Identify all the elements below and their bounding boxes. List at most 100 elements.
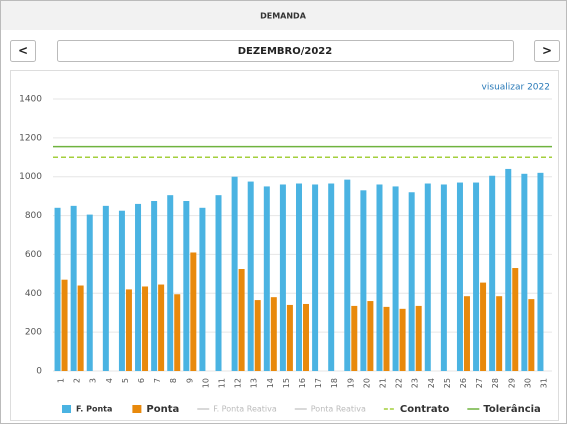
bar (125, 289, 132, 371)
y-tick-label: 600 (25, 250, 42, 260)
bar (102, 205, 109, 371)
bar (70, 205, 77, 371)
bar (215, 195, 222, 371)
x-tick-label: 4 (105, 378, 114, 383)
x-tick-label: 16 (298, 378, 307, 388)
bar (392, 186, 399, 371)
x-tick-label: 26 (459, 378, 468, 388)
bar (135, 203, 142, 371)
x-tick-label: 6 (137, 378, 146, 383)
bar (456, 182, 463, 371)
bar (367, 301, 374, 371)
x-tick-label: 30 (523, 378, 532, 388)
x-tick-label: 22 (395, 378, 404, 388)
year-link[interactable]: visualizar 2022 (482, 83, 550, 93)
y-tick-label: 800 (25, 211, 42, 221)
bar (521, 173, 528, 371)
y-tick-label: 1400 (19, 95, 42, 105)
x-tick-label: 29 (507, 378, 516, 388)
bar (528, 299, 535, 371)
bar (496, 296, 503, 371)
x-tick-label: 2 (73, 378, 82, 383)
bar (174, 294, 181, 371)
legend-label: Ponta Reativa (311, 405, 366, 414)
bar (286, 304, 293, 371)
x-tick-label: 9 (185, 378, 194, 383)
bar (158, 284, 165, 371)
bar (408, 192, 415, 371)
bar (231, 176, 238, 371)
bar (328, 183, 335, 371)
bar (360, 190, 367, 371)
next-icon[interactable]: > (542, 44, 552, 58)
bar (190, 252, 197, 371)
next-button[interactable] (534, 40, 560, 62)
legend-swatch (62, 405, 71, 413)
x-tick-label: 21 (378, 378, 387, 388)
bar (440, 184, 447, 371)
legend-swatch (132, 405, 142, 413)
bar (77, 285, 84, 371)
x-tick-label: 20 (362, 378, 371, 388)
x-tick-label: 19 (346, 378, 355, 388)
x-tick-label: 27 (475, 378, 484, 388)
header-bar (1, 1, 566, 30)
bar (296, 183, 302, 371)
bar (415, 305, 422, 371)
x-tick-label: 13 (250, 378, 259, 388)
legend-label: F. Ponta Reativa (213, 405, 277, 414)
period-label: DEZEMBRO/2022 (238, 46, 333, 57)
bar (183, 201, 190, 371)
legend-label: Ponta (146, 404, 179, 415)
bar (383, 306, 390, 371)
bar (279, 184, 286, 371)
x-tick-label: 8 (169, 378, 178, 383)
x-tick-label: 5 (121, 378, 130, 383)
bar (61, 279, 68, 371)
prev-button[interactable] (10, 40, 36, 62)
bar (54, 207, 61, 371)
bar (263, 186, 270, 371)
x-tick-label: 31 (539, 378, 548, 388)
x-tick-label: 12 (234, 378, 243, 388)
bar (86, 214, 93, 371)
y-tick-label: 200 (25, 328, 42, 338)
bar (270, 297, 277, 371)
x-tick-label: 11 (218, 378, 227, 388)
x-tick-label: 15 (282, 378, 291, 388)
bar (254, 300, 261, 371)
period-box (57, 40, 514, 62)
x-tick-label: 24 (427, 378, 436, 388)
x-tick-label: 28 (491, 378, 500, 388)
legend-label: Tolerância (483, 403, 540, 415)
bar (424, 183, 431, 371)
x-tick-label: 18 (330, 378, 339, 388)
x-tick-label: 25 (443, 378, 452, 388)
x-tick-label: 3 (89, 378, 98, 383)
prev-icon[interactable]: < (18, 44, 28, 58)
x-tick-label: 10 (201, 378, 210, 388)
bar (247, 181, 254, 371)
bar (376, 184, 383, 371)
bar (351, 305, 358, 371)
bar (473, 182, 480, 371)
y-tick-label: 0 (36, 367, 42, 377)
bar (167, 195, 174, 371)
bar (399, 308, 406, 371)
header-title: DEMANDA (260, 12, 307, 21)
bar (463, 296, 470, 371)
legend-label: Contrato (400, 404, 450, 415)
bar (238, 269, 245, 371)
bar (505, 168, 512, 371)
bar (303, 303, 309, 371)
x-tick-label: 23 (411, 378, 420, 388)
x-tick-label: 7 (153, 378, 162, 383)
y-tick-label: 400 (25, 289, 42, 299)
x-tick-label: 1 (57, 378, 66, 383)
bar (151, 201, 158, 371)
bar (480, 282, 487, 371)
x-tick-label: 14 (266, 378, 275, 388)
bar (489, 175, 496, 371)
